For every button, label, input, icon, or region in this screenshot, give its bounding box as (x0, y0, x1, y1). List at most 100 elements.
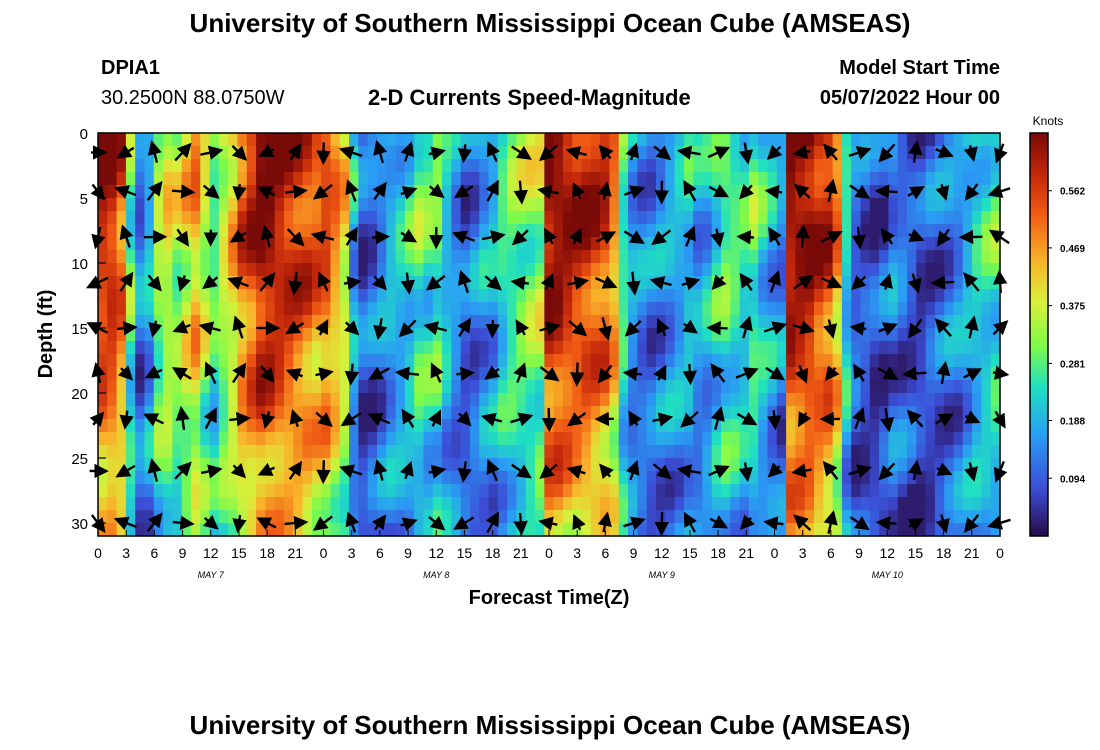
heat-cell (163, 484, 173, 498)
heat-cell (535, 263, 545, 277)
heat-cell (460, 289, 471, 303)
heat-cell (628, 497, 638, 511)
heat-cell (841, 146, 852, 160)
current-arrow (964, 410, 981, 424)
heat-cell (172, 510, 183, 524)
heat-cell (730, 497, 741, 511)
current-arrow (793, 514, 812, 531)
heat-cell (181, 419, 192, 433)
heat-cell (590, 146, 601, 160)
heat-cell (823, 224, 834, 238)
heat-cell (507, 471, 518, 485)
heat-cell (888, 276, 899, 290)
current-arrow (565, 146, 587, 161)
heat-cell (860, 393, 871, 407)
heat-cell (330, 471, 341, 485)
heat-cell (200, 393, 211, 407)
current-arrow (289, 409, 304, 428)
heat-cell (860, 445, 871, 459)
heat-cell (163, 419, 173, 433)
heat-cell (349, 172, 359, 186)
heat-cell (897, 159, 908, 173)
heat-cell (553, 263, 564, 277)
heat-cell (488, 523, 499, 537)
heat-cell (190, 471, 201, 485)
heat-cell (814, 393, 824, 407)
heat-cell (386, 263, 397, 277)
heat-cell (600, 172, 611, 186)
heat-cell (953, 406, 964, 420)
heat-cell (962, 159, 973, 173)
heat-cell (553, 250, 564, 264)
heat-cell (860, 497, 871, 511)
heat-cell (972, 380, 982, 394)
heat-cell (488, 198, 499, 212)
heat-cell (553, 406, 564, 420)
heat-cell (693, 354, 704, 368)
heat-cell (907, 159, 917, 173)
heat-cell (163, 185, 173, 199)
heat-cell (804, 198, 815, 212)
heat-cell (237, 133, 248, 147)
heat-cell (767, 211, 778, 225)
x-tick-label: 21 (288, 545, 304, 561)
heat-cell (153, 133, 164, 147)
heat-cell (311, 237, 322, 251)
heat-cell (655, 484, 666, 498)
current-arrow (146, 180, 163, 201)
heat-cell (655, 393, 666, 407)
heat-cell (832, 380, 843, 394)
heat-cell (590, 406, 601, 420)
heat-cell (916, 497, 927, 511)
heat-cell (488, 484, 499, 498)
current-arrow (851, 406, 866, 430)
heat-cell (283, 289, 294, 303)
heat-cell (748, 263, 759, 277)
heat-cell (795, 445, 806, 459)
heat-cell (618, 458, 629, 472)
heat-cell (172, 380, 183, 394)
heat-cell (376, 250, 387, 264)
heat-cell (990, 510, 1001, 524)
heat-cell (153, 263, 164, 277)
heat-cell (265, 484, 276, 498)
heat-cell (516, 133, 527, 147)
heat-cell (200, 289, 211, 303)
heat-cell (934, 159, 945, 173)
heat-cell (330, 328, 341, 342)
heat-cell (674, 419, 685, 433)
current-arrow (486, 458, 500, 482)
heat-cell (125, 523, 136, 537)
heat-cell (674, 211, 685, 225)
heat-cell (535, 224, 545, 238)
heat-cell (246, 328, 257, 342)
heat-cell (776, 224, 787, 238)
heat-cell (962, 224, 973, 238)
heat-cell (163, 315, 173, 329)
heat-cell (451, 172, 462, 186)
heat-cell (469, 341, 480, 355)
heat-cell (693, 432, 704, 446)
current-arrow (764, 184, 783, 200)
heat-cell (107, 419, 118, 433)
heat-cell (442, 263, 452, 277)
model-start-value: 05/07/2022 Hour 00 (819, 87, 1000, 109)
heat-cell (907, 445, 917, 459)
heat-cell (516, 172, 527, 186)
heat-cell (404, 302, 415, 316)
heat-cell (590, 198, 601, 212)
heat-cell (981, 133, 992, 147)
heat-cell (562, 406, 573, 420)
heat-cell (925, 471, 936, 485)
heat-cell (590, 484, 601, 498)
heat-cell (237, 380, 248, 394)
heat-cell (628, 198, 638, 212)
heat-cell (283, 263, 294, 277)
heat-cell (507, 510, 518, 524)
heat-cell (869, 393, 880, 407)
heat-cell (748, 198, 759, 212)
heat-cell (163, 159, 173, 173)
heat-cell (711, 445, 722, 459)
current-arrow (653, 145, 672, 161)
current-arrow (484, 365, 501, 380)
